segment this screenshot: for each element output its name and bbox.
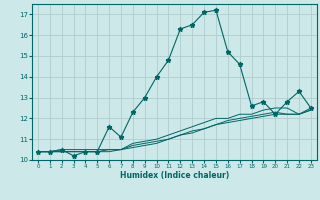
X-axis label: Humidex (Indice chaleur): Humidex (Indice chaleur): [120, 171, 229, 180]
